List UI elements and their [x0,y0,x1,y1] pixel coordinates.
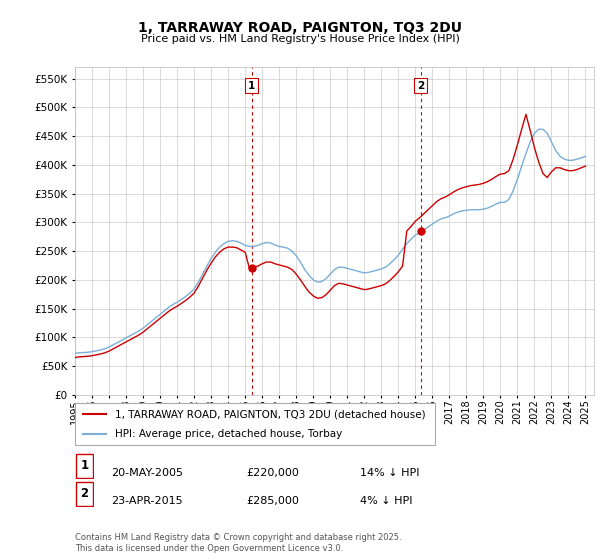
Text: £285,000: £285,000 [246,496,299,506]
FancyBboxPatch shape [75,403,435,445]
Text: HPI: Average price, detached house, Torbay: HPI: Average price, detached house, Torb… [115,430,342,439]
Text: 23-APR-2015: 23-APR-2015 [111,496,182,506]
Text: 20-MAY-2005: 20-MAY-2005 [111,468,183,478]
FancyBboxPatch shape [76,482,93,506]
Text: 4% ↓ HPI: 4% ↓ HPI [360,496,413,506]
Text: £220,000: £220,000 [246,468,299,478]
Text: Contains HM Land Registry data © Crown copyright and database right 2025.
This d: Contains HM Land Registry data © Crown c… [75,533,401,553]
Text: 1: 1 [80,459,89,472]
Text: 2: 2 [417,81,424,91]
Text: 2: 2 [80,487,89,500]
Text: Price paid vs. HM Land Registry's House Price Index (HPI): Price paid vs. HM Land Registry's House … [140,34,460,44]
Text: 1: 1 [248,81,255,91]
FancyBboxPatch shape [76,454,93,478]
Text: 14% ↓ HPI: 14% ↓ HPI [360,468,419,478]
Text: 1, TARRAWAY ROAD, PAIGNTON, TQ3 2DU (detached house): 1, TARRAWAY ROAD, PAIGNTON, TQ3 2DU (det… [115,409,425,419]
Text: 1, TARRAWAY ROAD, PAIGNTON, TQ3 2DU: 1, TARRAWAY ROAD, PAIGNTON, TQ3 2DU [138,21,462,35]
